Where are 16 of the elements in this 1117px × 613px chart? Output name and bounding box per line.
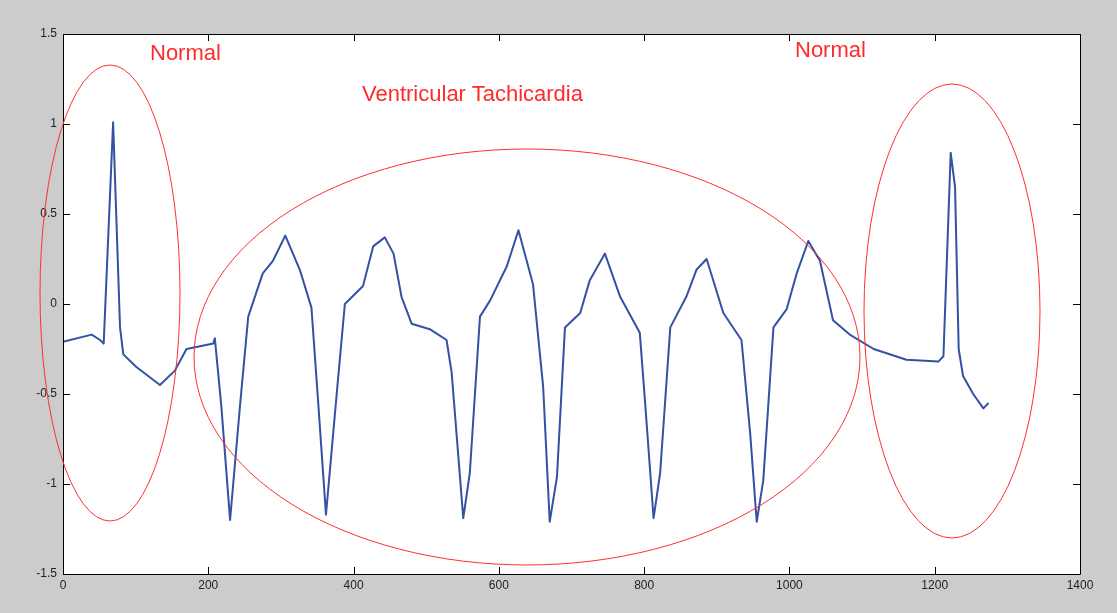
y-tick-label: 1 [50,116,58,131]
y-tick-label: -1.5 [36,566,58,581]
annotation: Normal [150,40,221,66]
annotation: Ventricular Tachicardia [362,81,583,107]
x-tick-label: 400 [343,577,364,592]
x-tick-label: 800 [634,577,655,592]
y-tick-label: 1.5 [40,26,58,41]
y-tick-label: 0 [50,296,58,311]
x-tick-label: 200 [198,577,219,592]
x-tick-label: 1000 [776,577,804,592]
y-tick-label: -1 [46,476,58,491]
x-tick-label: 1200 [921,577,949,592]
annotation: Normal [795,37,866,63]
x-tick-label: 1400 [1066,577,1094,592]
x-tick-label: 600 [488,577,510,592]
y-tick-label: -0.5 [36,386,58,401]
